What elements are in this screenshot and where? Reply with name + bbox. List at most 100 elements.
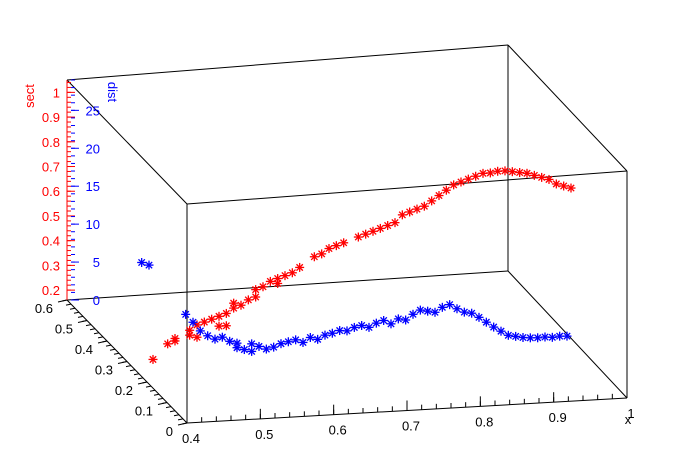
sect-point [537,172,547,182]
box-edge-6 [66,79,188,205]
depth-minor-tick [117,356,124,359]
dist-point [518,332,528,342]
depth-minor-tick [85,324,92,327]
sect-point [427,196,437,206]
sect-axis-title: sect [22,84,37,108]
dist-point [342,326,352,336]
dist-point [562,331,572,341]
sect-tick-label: 0.2 [42,283,60,298]
depth-minor-tick [77,315,84,318]
dist-point [247,339,257,349]
depth-minor-tick [125,365,132,368]
dist-point [188,317,198,327]
depth-minor-tick [101,340,108,343]
dist-point [474,312,484,322]
dist-point [511,331,521,341]
dist-point [269,342,279,352]
sect-point [368,226,378,236]
x-axis-title: x [625,412,632,427]
sect-point [309,252,319,262]
data-marks [137,166,576,364]
sect-point [522,168,532,178]
dist-point [393,314,403,324]
depth-minor-tick [89,328,96,331]
depth-tick-label: 0.3 [95,363,113,378]
sect-tick-label: 0.8 [42,135,60,150]
dist-point [423,306,433,316]
sect-point [265,276,275,286]
sect-point [148,354,158,364]
sect-point [529,170,539,180]
dist-point [371,318,381,328]
dist-point [195,326,205,336]
sect-point [485,168,495,178]
box-edge-11 [66,270,509,301]
dist-point [232,343,242,353]
sect-point [324,244,334,254]
depth-minor-tick [153,393,160,396]
depth-minor-tick [73,311,80,314]
sect-point [507,167,517,177]
sect-point [214,311,224,321]
dist-point [261,344,271,354]
sect-point [243,295,253,305]
sect-point [251,292,261,302]
depth-minor-tick [181,422,188,425]
depth-minor-tick [121,361,128,363]
sect-point [339,238,349,248]
dist-point [283,337,293,347]
sect-point [405,207,415,217]
sect-point [199,317,209,327]
depth-tick-label: 0.6 [35,301,53,316]
depth-minor-tick [169,410,176,413]
dist-point [137,257,147,267]
sect-point [192,332,202,342]
dist-point [276,339,286,349]
sect-point [361,229,371,239]
sect-point [185,325,195,335]
sect-point [544,174,554,184]
x-tick-label: 0.6 [329,423,347,438]
sect-point [434,191,444,201]
dist-axis-title: dist [105,82,120,103]
sect-point [221,308,231,318]
dist-point [313,334,323,344]
depth-minor-tick [141,381,148,384]
dist-point [349,322,359,332]
sect-point [353,232,363,242]
dist-point [225,336,235,346]
sect-point [441,185,451,195]
sect-tick-label: 0.5 [42,209,60,224]
box-edge-10 [66,44,509,81]
sect-point [163,339,173,349]
dist-point [496,326,506,336]
dist-point [437,302,447,312]
dist-point [320,330,330,340]
sect-point [273,278,283,288]
plot-box [66,44,628,424]
x-tick-label: 0.9 [549,410,567,425]
sect-tick-label: 0.6 [42,184,60,199]
sect-point [500,166,510,176]
dist-tick-label: 5 [93,255,100,270]
dist-tick-label: 10 [86,217,100,232]
dist-point [217,332,227,342]
depth-tick-label: 0.2 [115,383,133,398]
sect-point [229,298,239,308]
depth-minor-tick [97,336,104,339]
sect-point [397,210,407,220]
sect-point [383,221,393,231]
sect-point [207,314,217,324]
sect-point [331,241,341,251]
dist-point [327,328,337,338]
sect-point [566,183,576,193]
x-tick-label: 0.8 [475,414,493,429]
dist-tick-label: 15 [86,179,100,194]
dist-tick-label: 25 [86,103,100,118]
left-axes: 0.2 0.3 0.4 0.5 0.6 0.7 0.8 0.9 1 sect 0 5 10 15 20 25 d… [22,79,120,308]
x-tick-label: 0.4 [182,431,200,446]
sect-point [236,300,246,310]
sect-point [170,333,180,343]
depth-minor-tick [165,406,172,409]
